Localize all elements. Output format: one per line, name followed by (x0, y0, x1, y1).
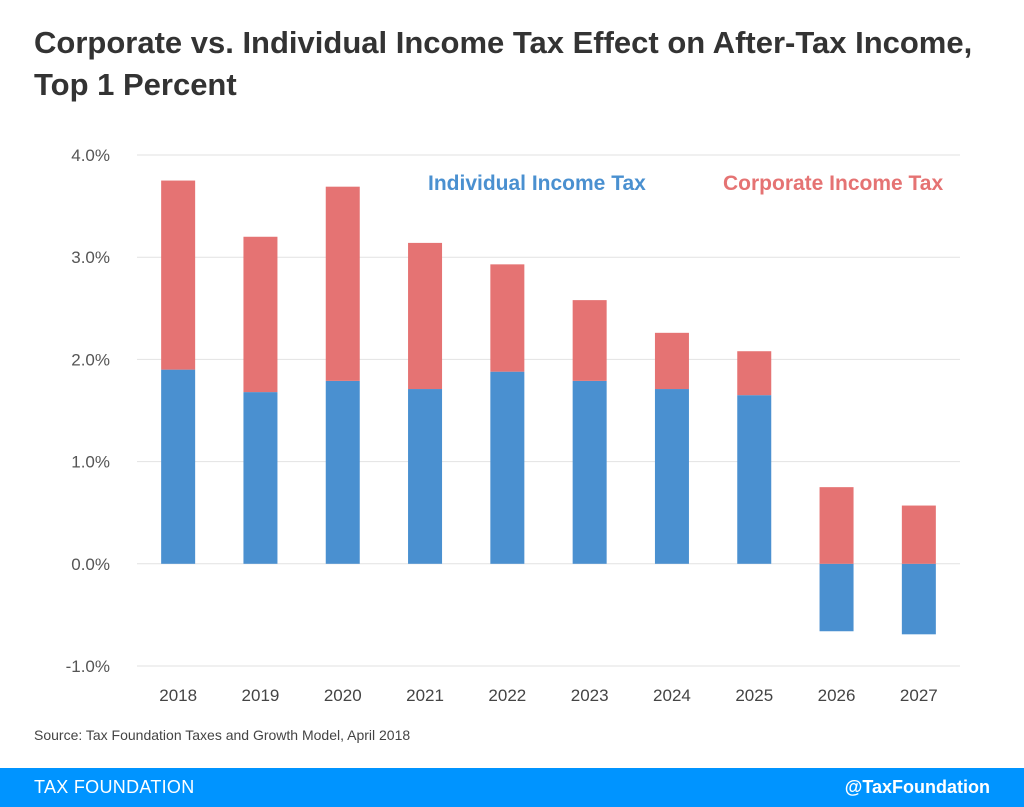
bar-corporate-2018 (161, 180, 196, 370)
bar-individual-2027 (901, 563, 936, 635)
bar-individual-2026 (819, 563, 854, 632)
bar-individual-2019 (243, 392, 278, 564)
bar-individual-2025 (737, 395, 772, 564)
x-tick-label: 2019 (242, 686, 280, 705)
bar-corporate-2023 (572, 300, 607, 381)
bar-corporate-2026 (819, 487, 854, 564)
x-axis-ticks: 2018 2019 2020 2021 2022 2023 2024 2025 2026 2027 (159, 686, 938, 705)
x-tick-label: 2026 (818, 686, 856, 705)
x-tick-label: 2018 (159, 686, 197, 705)
chart-title: Corporate vs. Individual Income Tax Effe… (34, 25, 973, 102)
x-tick-label: 2022 (488, 686, 526, 705)
x-tick-label: 2020 (324, 686, 362, 705)
x-tick-label: 2024 (653, 686, 691, 705)
source-note: Source: Tax Foundation Taxes and Growth … (34, 727, 411, 743)
footer-bar: TAX FOUNDATION @TaxFoundation (0, 768, 1024, 807)
bar-corporate-2027 (901, 505, 936, 564)
y-tick-label: 4.0% (71, 146, 110, 165)
legend-corporate: Corporate Income Tax (723, 172, 943, 195)
y-tick-label: 1.0% (71, 453, 110, 472)
footer-handle[interactable]: @TaxFoundation (844, 777, 990, 797)
bar-corporate-2022 (490, 264, 525, 372)
legend: Individual Income Tax Corporate Income Ta… (428, 172, 943, 195)
bar-individual-2024 (654, 389, 689, 564)
bar-individual-2022 (490, 371, 525, 564)
footer-brand: TAX FOUNDATION (34, 777, 195, 797)
y-axis-ticks: 4.0% 3.0% 2.0% 1.0% 0.0% -1.0% (66, 146, 110, 676)
bar-individual-2023 (572, 380, 607, 564)
x-tick-label: 2025 (735, 686, 773, 705)
bar-corporate-2021 (408, 242, 443, 390)
legend-individual: Individual Income Tax (428, 172, 646, 195)
bar-chart: 4.0%3.0%2.0%1.0%0.0%-1.0% 2018 2019 2020 20… (66, 146, 960, 705)
y-tick-label: 3.0% (71, 248, 110, 267)
x-tick-label: 2021 (406, 686, 444, 705)
y-tick-label: 0.0% (71, 555, 110, 574)
y-tick-label: 2.0% (71, 350, 110, 369)
bar-individual-2020 (325, 380, 360, 564)
bar-individual-2021 (408, 389, 443, 564)
bar-corporate-2024 (654, 332, 689, 390)
bar-corporate-2020 (325, 186, 360, 381)
y-tick-label: -1.0% (66, 657, 110, 676)
x-tick-label: 2023 (571, 686, 609, 705)
bar-individual-2018 (161, 369, 196, 564)
bars (161, 180, 936, 635)
bar-corporate-2019 (243, 236, 278, 393)
bar-corporate-2025 (737, 351, 772, 396)
x-tick-label: 2027 (900, 686, 938, 705)
